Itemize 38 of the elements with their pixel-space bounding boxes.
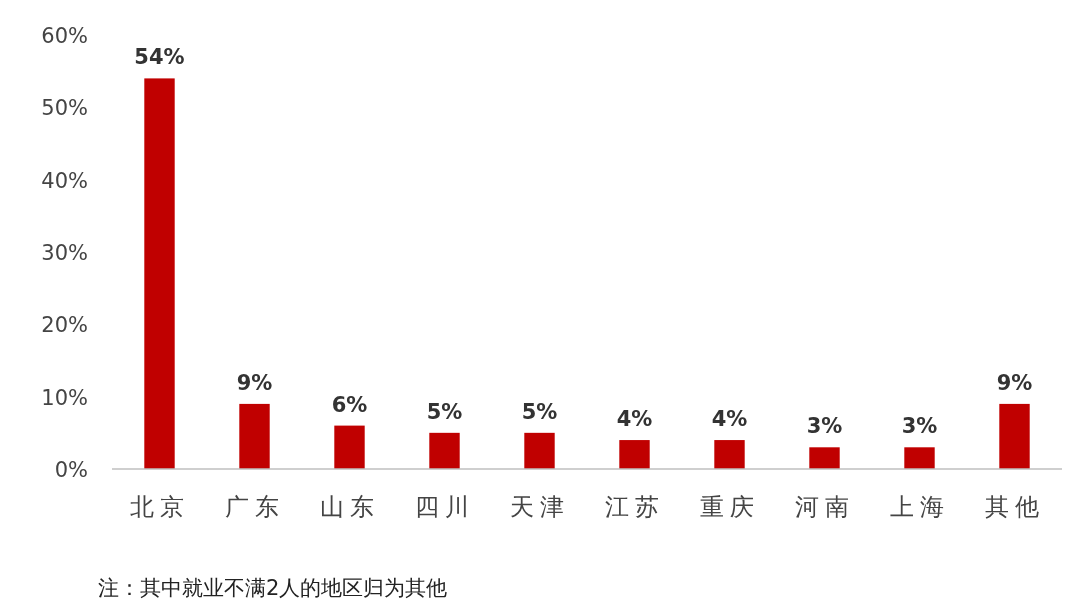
y-tick-label: 0% (54, 458, 88, 482)
data-label: 4% (711, 407, 748, 432)
bar (239, 403, 270, 469)
y-tick-label: 60% (41, 24, 88, 48)
data-label: 6% (331, 392, 368, 417)
x-tick-label: 江苏 (604, 493, 665, 521)
bar (714, 440, 745, 469)
x-tick-label: 重庆 (699, 493, 760, 521)
bar (809, 447, 840, 469)
data-label: 4% (616, 407, 653, 432)
y-tick-label: 40% (41, 168, 88, 193)
data-label: 9% (236, 370, 273, 395)
data-label: 3% (901, 414, 938, 439)
y-tick-label: 10% (41, 385, 88, 410)
x-tick-label: 其他 (984, 493, 1045, 521)
data-label: 3% (806, 414, 843, 439)
bar (429, 432, 460, 469)
x-tick-label: 山东 (319, 493, 380, 521)
x-tick-label: 四川 (414, 493, 475, 521)
data-label: 5% (426, 399, 463, 424)
text: 注：其中就业不满2人的地区归为其他 (98, 576, 448, 600)
x-tick-label: 上海 (889, 493, 950, 521)
bar (334, 425, 365, 469)
y-tick-label: 20% (41, 313, 88, 338)
x-tick-label: 天津 (509, 493, 570, 521)
bar (144, 78, 175, 469)
x-tick-label: 北京 (129, 493, 190, 521)
y-tick-label: 30% (41, 241, 88, 265)
x-tick-label: 广东 (224, 493, 285, 521)
y-tick-label: 50% (41, 96, 88, 121)
bar (619, 440, 650, 469)
x-tick-label: 河南 (794, 493, 855, 521)
bar (524, 432, 555, 469)
data-label: 9% (996, 370, 1033, 395)
bar (904, 447, 935, 469)
bar (999, 403, 1030, 469)
data-label: 5% (521, 399, 558, 424)
data-label: 54% (134, 45, 185, 70)
